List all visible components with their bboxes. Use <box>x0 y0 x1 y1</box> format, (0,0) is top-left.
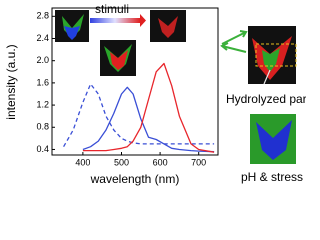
y-tick-label: 1.2 <box>36 99 49 109</box>
photo-hydrolyzed <box>248 26 297 85</box>
x-tick-label: 700 <box>191 157 206 167</box>
x-tick-label: 600 <box>153 157 168 167</box>
photo-red-green <box>100 40 136 76</box>
spectrum-line <box>63 83 215 148</box>
plot <box>63 62 215 153</box>
arrow-head <box>140 14 146 27</box>
hydrolyzed-label: Hydrolyzed part <box>226 92 306 106</box>
photo-red <box>150 10 186 42</box>
y-axis-label: intensity (a.u.) <box>4 44 18 119</box>
y-tick-label: 0.4 <box>36 144 49 154</box>
spectrum-line <box>82 86 215 153</box>
y-tick-label: 2.4 <box>36 33 49 43</box>
x-tick-label: 400 <box>75 157 90 167</box>
x-axis-label: wavelength (nm) <box>90 172 180 186</box>
y-tick-label: 2.0 <box>36 55 49 65</box>
y-tick-label: 0.8 <box>36 122 49 132</box>
y-tick-label: 2.8 <box>36 11 49 21</box>
photo-ph-stress <box>250 114 296 164</box>
y-tick-label: 1.6 <box>36 77 49 87</box>
green-arrows <box>220 30 248 53</box>
chart: stimuli Hydrolyzed part pH & stress wave… <box>4 2 306 186</box>
spectrum-line <box>82 62 215 153</box>
x-tick-label: 500 <box>114 157 129 167</box>
ph-stress-label: pH & stress <box>241 170 303 184</box>
plot-frame <box>51 7 219 156</box>
stimuli-arrow <box>90 18 140 23</box>
photo-blue-green <box>55 10 89 42</box>
stimuli-label: stimuli <box>95 2 129 16</box>
